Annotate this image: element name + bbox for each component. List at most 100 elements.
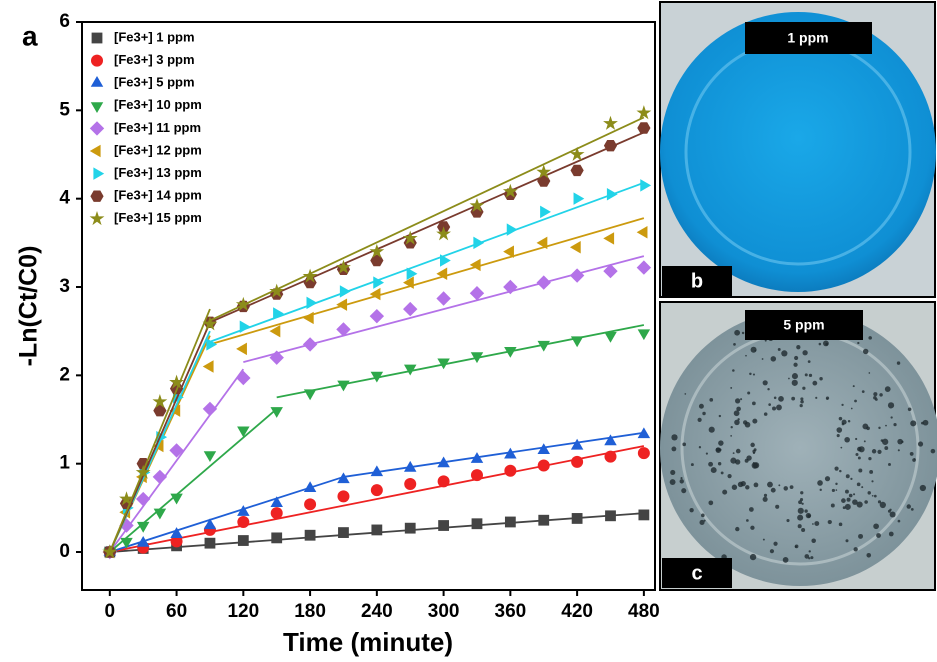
speckle bbox=[762, 538, 765, 541]
plot-frame bbox=[81, 21, 656, 591]
speckle bbox=[824, 476, 831, 482]
marker bbox=[336, 298, 348, 311]
speckle bbox=[701, 513, 705, 518]
speckle bbox=[773, 396, 777, 400]
marker bbox=[152, 469, 168, 485]
x-tick-label: 360 bbox=[495, 601, 527, 622]
marker bbox=[204, 537, 216, 549]
marker bbox=[337, 490, 350, 503]
speckle bbox=[839, 469, 842, 473]
speckle bbox=[871, 449, 877, 454]
photo-label: 5 ppm bbox=[783, 317, 824, 333]
speckle bbox=[804, 373, 808, 377]
speckle bbox=[800, 399, 804, 404]
marker bbox=[403, 364, 417, 376]
legend-marker bbox=[90, 190, 104, 202]
speckle bbox=[730, 386, 733, 389]
speckle bbox=[800, 397, 804, 401]
y-tick-label: 5 bbox=[59, 99, 70, 120]
marker bbox=[237, 505, 250, 516]
marker bbox=[136, 535, 150, 547]
marker bbox=[537, 443, 550, 455]
speckle bbox=[887, 402, 895, 409]
speckle bbox=[877, 500, 882, 504]
speckle bbox=[733, 342, 736, 346]
speckle bbox=[671, 446, 677, 452]
marker bbox=[235, 296, 251, 311]
x-tick-label: 480 bbox=[628, 601, 660, 622]
speckle bbox=[718, 414, 722, 418]
speckle bbox=[852, 385, 855, 388]
speckle bbox=[850, 407, 853, 410]
speckle bbox=[744, 458, 749, 463]
speckle bbox=[788, 377, 790, 380]
marker bbox=[604, 450, 617, 463]
speckle bbox=[852, 499, 858, 505]
speckle bbox=[722, 489, 728, 495]
legend-marker bbox=[89, 211, 105, 226]
marker bbox=[603, 232, 615, 245]
marker bbox=[153, 508, 167, 520]
marker bbox=[404, 522, 416, 534]
speckle bbox=[842, 506, 846, 510]
speckle bbox=[862, 348, 869, 355]
marker bbox=[636, 260, 652, 275]
marker bbox=[336, 322, 351, 337]
speckle bbox=[690, 463, 694, 467]
marker bbox=[437, 456, 450, 468]
speckle bbox=[767, 387, 770, 391]
marker bbox=[370, 465, 384, 477]
marker bbox=[269, 324, 281, 338]
marker bbox=[404, 477, 417, 490]
marker bbox=[170, 493, 183, 505]
marker bbox=[304, 529, 316, 541]
speckle bbox=[909, 452, 914, 456]
speckle bbox=[730, 426, 733, 429]
speckle bbox=[845, 539, 849, 543]
speckle bbox=[737, 481, 744, 488]
speckle bbox=[879, 393, 883, 397]
speckle bbox=[861, 486, 864, 489]
speckle bbox=[848, 493, 853, 498]
speckle bbox=[775, 504, 780, 509]
speckle bbox=[869, 470, 874, 474]
speckle bbox=[798, 500, 803, 505]
speckle bbox=[811, 538, 816, 543]
marker bbox=[504, 347, 517, 358]
marker bbox=[537, 175, 551, 187]
marker bbox=[503, 279, 518, 295]
speckle bbox=[845, 474, 850, 479]
speckle bbox=[727, 474, 732, 479]
speckle bbox=[807, 360, 811, 364]
speckle bbox=[773, 541, 778, 546]
speckle bbox=[746, 519, 749, 522]
legend-marker bbox=[89, 144, 101, 158]
y-tick-label: 1 bbox=[59, 453, 70, 474]
x-tick-label: 180 bbox=[294, 601, 326, 622]
speckle bbox=[778, 395, 784, 402]
marker bbox=[536, 164, 552, 179]
speckle bbox=[750, 346, 757, 353]
speckle bbox=[744, 421, 751, 428]
fit-line bbox=[209, 116, 645, 322]
speckle bbox=[873, 392, 878, 397]
marker bbox=[640, 179, 652, 192]
marker bbox=[269, 350, 284, 365]
marker bbox=[603, 115, 618, 130]
speckle bbox=[791, 396, 796, 401]
marker bbox=[570, 336, 584, 348]
speckle bbox=[682, 442, 687, 447]
speckle bbox=[734, 329, 741, 336]
speckle bbox=[679, 479, 684, 484]
speckle bbox=[847, 419, 851, 423]
speckle bbox=[804, 554, 810, 559]
marker bbox=[573, 192, 585, 205]
marker bbox=[637, 122, 651, 134]
speckle bbox=[921, 421, 924, 425]
speckle bbox=[917, 441, 924, 447]
speckle bbox=[889, 511, 896, 518]
speckle bbox=[797, 514, 804, 521]
marker bbox=[506, 223, 518, 236]
marker bbox=[540, 205, 551, 219]
speckle bbox=[801, 528, 806, 533]
